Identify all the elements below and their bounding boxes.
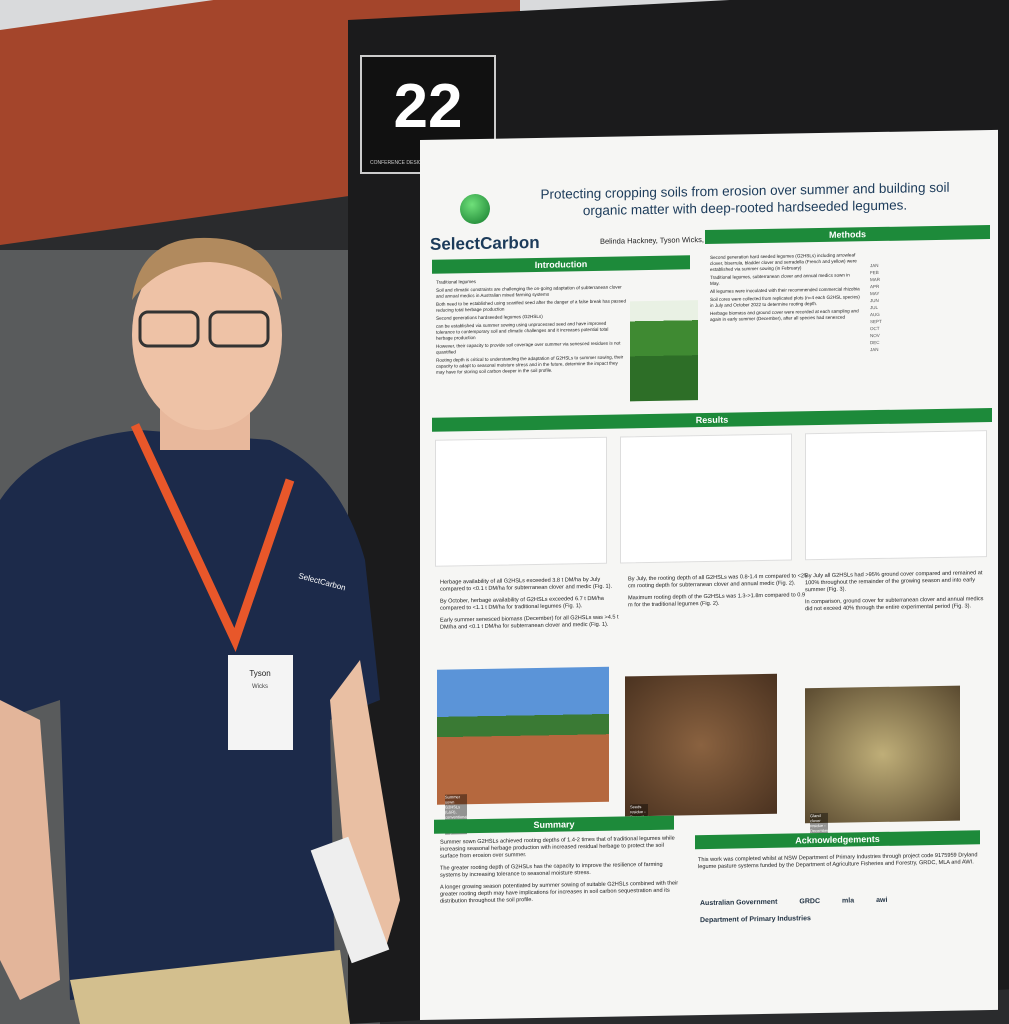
sign-caption: CONFERENCE DESIGN <box>370 160 426 166</box>
summary-text: Summer sown G2HSLs achieved rooting dept… <box>440 835 680 910</box>
ack-heading: Acknowledgements <box>695 830 980 850</box>
paragraph: In comparison, ground cover for subterra… <box>805 596 984 613</box>
methods-heading: Methods <box>705 225 990 245</box>
head <box>132 240 282 430</box>
summary-heading: Summary <box>434 815 674 834</box>
methods-text: Second generation hard seeded legumes (G… <box>710 252 860 325</box>
photo-roots <box>625 673 777 817</box>
intro-text: Traditional legumes Soil and climatic con… <box>436 276 626 377</box>
paragraph: A longer growing season potentiated by s… <box>440 880 679 905</box>
paragraph: Early summer senesced biomass (December)… <box>440 614 619 631</box>
paragraph: Soil cores were collected from replicate… <box>710 294 860 308</box>
hair <box>132 237 282 300</box>
sponsor-logo: Australian Government <box>700 898 778 908</box>
badge-name: Tyson <box>249 669 270 678</box>
intro-photo <box>630 300 698 402</box>
poster: SelectCarbon Protecting cropping soils f… <box>420 129 998 1021</box>
findings-1: Herbage availability of all G2HSLs excee… <box>440 577 620 637</box>
intro-heading: Introduction <box>432 255 690 274</box>
findings-2: By July, the rooting depth of all G2HSLs… <box>628 573 808 614</box>
sponsor-logo: mla <box>842 897 855 905</box>
figure-3 <box>805 430 987 561</box>
month-timeline: JAN FEB MAR APR MAY JUN JUL AUG SEPT OCT NOV DEC JAN <box>870 260 980 353</box>
shirt <box>0 430 380 1000</box>
photo-caption: Gland clover residue - December <box>810 812 829 834</box>
month: JAN <box>870 346 879 353</box>
paragraph: All legumes were inoculated with their r… <box>710 286 860 294</box>
glasses-left <box>138 310 200 348</box>
trousers <box>70 950 350 1024</box>
photo-field <box>437 666 609 805</box>
paragraph: The greater rooting depth of G2HSLs has … <box>440 861 663 879</box>
logo-circle <box>460 193 490 225</box>
logo: SelectCarbon <box>430 232 540 254</box>
badge <box>228 655 293 750</box>
figure-2 <box>620 433 792 564</box>
paragraph: By July, the rooting depth of all G2HSLs… <box>628 573 808 590</box>
arm-left <box>0 700 60 1000</box>
paragraph: Second generation hard seeded legumes (G… <box>710 252 857 272</box>
paragraph: However, their capacity to provide soil … <box>436 340 621 355</box>
findings-3: By July all G2HSLs had >95% ground cover… <box>805 570 985 618</box>
paragraph: Maximum rooting depth of the G2HSLs was … <box>628 592 806 609</box>
figure-1 <box>435 436 607 567</box>
sponsor-logos: Australian Government GRDC mla awi Departmen… <box>700 895 980 924</box>
paragraph: Traditional legumes, subterranean clover… <box>710 272 850 286</box>
sponsor-logo: awi <box>876 896 888 905</box>
paragraph: Rooting depth is critical to understandi… <box>436 354 624 375</box>
paragraph: By October, herbage availability of G2HS… <box>440 595 604 612</box>
sponsor-logo: Department of Primary Industries <box>700 915 811 925</box>
paragraph: Summer sown G2HSLs achieved rooting dept… <box>440 835 675 860</box>
poster-title: Protecting cropping soils from erosion o… <box>540 179 950 219</box>
paragraph: Herbage biomass and ground cover were re… <box>710 308 859 322</box>
paper <box>310 836 390 964</box>
results-heading: Results <box>432 408 992 432</box>
ack-text: This work was completed whilst at NSW De… <box>698 852 978 871</box>
glasses-right <box>208 310 270 348</box>
photo-clover <box>805 685 960 824</box>
sign-number: 22 <box>393 72 463 141</box>
person: Tyson Wicks SelectCarbon <box>0 237 400 1024</box>
paragraph: By July all G2HSLs had >95% ground cover… <box>805 570 983 594</box>
paragraph: Soil and climatic constraints are challe… <box>436 284 622 299</box>
badge-surname: Wicks <box>252 684 268 690</box>
paragraph: Herbage availability of all G2HSLs excee… <box>440 576 613 593</box>
paragraph: can be established via summer sowing usi… <box>436 320 609 341</box>
sponsor-logo: GRDC <box>799 898 821 906</box>
lanyard <box>130 423 295 653</box>
paragraph: Both need to be established using scarif… <box>436 298 627 313</box>
